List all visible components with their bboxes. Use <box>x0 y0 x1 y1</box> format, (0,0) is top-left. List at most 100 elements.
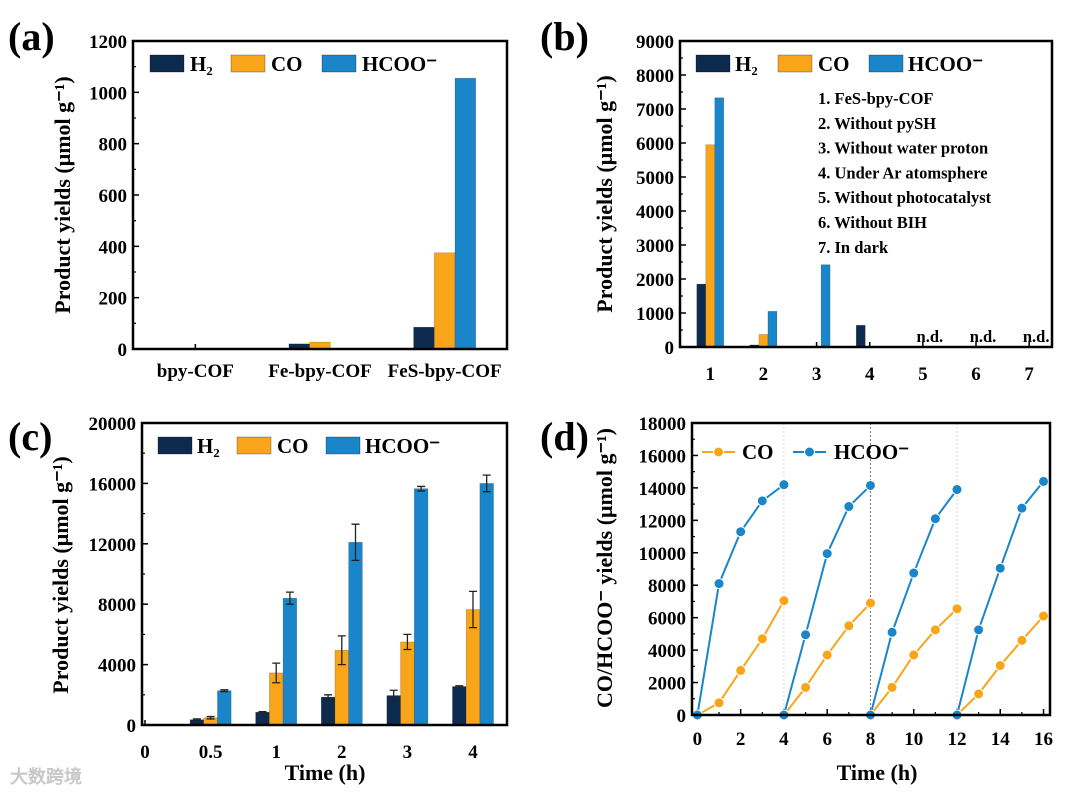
y-tick-label: 16000 <box>89 474 137 495</box>
bar-hcoo-2 <box>348 541 363 726</box>
point-hcoo <box>756 495 768 507</box>
x-tick-label: 4 <box>779 729 789 750</box>
y-tick-label: 12000 <box>639 511 687 532</box>
y-tick-label: 8000 <box>98 595 136 616</box>
bar-hcoo-3 <box>820 264 831 348</box>
x-tick-label: 12 <box>947 729 966 750</box>
x-tick-label: 1 <box>271 742 281 763</box>
y-tick-label: 1000 <box>89 83 127 104</box>
x-tick-label: 8 <box>866 729 876 750</box>
plot-frame <box>140 421 509 727</box>
point-hcoo <box>951 484 963 496</box>
error-bar <box>324 694 333 700</box>
y-tick-label: 6000 <box>648 609 686 630</box>
condition-note: 5. Without photocatalyst <box>818 188 992 207</box>
point-co <box>864 597 876 609</box>
y-tick-label: 0 <box>677 706 687 727</box>
plot-frame <box>690 421 1052 717</box>
bar-h2-2 <box>320 696 336 726</box>
point-co <box>800 681 812 693</box>
legend-label-hcoo: HCOO⁻ <box>834 440 909 464</box>
legend-label-co: CO <box>818 52 850 76</box>
error-bar <box>389 689 398 702</box>
x-tick-label: 3 <box>812 364 822 385</box>
bar-hcoo-FeS-bpy-COF <box>454 77 477 350</box>
y-tick-label: 8000 <box>636 66 674 87</box>
error-bar <box>192 718 201 722</box>
error-bar <box>258 711 267 714</box>
y-tick-label: 9000 <box>636 32 674 53</box>
condition-note: 7. In dark <box>818 238 889 257</box>
point-hcoo <box>1038 475 1050 487</box>
point-co <box>778 595 790 607</box>
x-tick-label: 2 <box>337 742 347 763</box>
condition-note: 1. FeS-bpy-COF <box>818 89 934 108</box>
x-tick-label: 16 <box>1034 729 1053 750</box>
legend-label-co: CO <box>271 52 303 76</box>
error-bar <box>351 523 360 562</box>
y-axis-title: Product yields (μmol g⁻¹) <box>592 75 617 312</box>
not-detected-label: n.d. <box>1023 327 1050 346</box>
y-axis-title: Product yields (μmol g⁻¹) <box>50 76 75 313</box>
legend-swatch-co <box>777 54 813 73</box>
point-hcoo <box>778 479 790 491</box>
condition-note: 6. Without BIH <box>818 213 927 232</box>
y-tick-label: 5000 <box>636 168 674 189</box>
bar-h2-1 <box>255 711 270 726</box>
legend-label-co: CO <box>277 434 309 458</box>
legend-label-hcoo: HCOO⁻ <box>908 52 983 76</box>
bar-hcoo-2 <box>767 310 778 348</box>
error-bar <box>220 689 229 693</box>
x-tick-label: 4 <box>865 364 875 385</box>
y-tick-label: 800 <box>99 135 128 156</box>
point-hcoo <box>800 629 812 641</box>
y-tick-label: 0 <box>127 716 137 737</box>
panel-label: (c) <box>8 414 52 459</box>
y-axis-title: CO/HCOO⁻ yields (μmol g⁻¹) <box>592 428 617 708</box>
point-co <box>821 649 833 661</box>
x-tick-label: 5 <box>918 364 928 385</box>
legend-label-hcoo: HCOO⁻ <box>362 52 437 76</box>
y-tick-label: 1200 <box>89 32 127 53</box>
y-tick-label: 10000 <box>639 544 687 565</box>
condition-note: 2. Without pySH <box>818 114 936 133</box>
x-tick-label: 4 <box>468 742 478 763</box>
bar-co-3 <box>400 641 415 726</box>
condition-note: 4. Under Ar atomsphere <box>818 163 988 182</box>
error-bar <box>469 590 477 629</box>
x-tick-label: 1 <box>706 364 716 385</box>
legend-swatch-co <box>236 436 272 455</box>
x-axis-title: Time (h) <box>285 760 366 785</box>
not-detected-label: n.d. <box>917 327 944 346</box>
y-tick-label: 4000 <box>98 656 136 677</box>
panel-d: (d) 0 2000 4000 6000 8000 10000 12000 14000 16000… <box>540 414 1053 785</box>
y-axis-title: Product yields (μmol g⁻¹) <box>48 456 73 693</box>
legend-label-hcoo: HCOO⁻ <box>365 434 440 458</box>
x-tick-label: 10 <box>904 729 923 750</box>
x-tick-label: 0.5 <box>199 742 223 763</box>
panel-a: (a) 0 200 400 600 800 1000 1200 Product yields (… <box>8 14 509 382</box>
legend-swatch-hcoo <box>321 54 357 73</box>
error-bar <box>337 635 346 666</box>
y-tick-label: 18000 <box>639 414 687 435</box>
x-tick-label: 3 <box>403 742 413 763</box>
bar-hcoo-1 <box>714 97 725 348</box>
point-co <box>994 660 1006 672</box>
bar-h2-4 <box>855 324 866 348</box>
legend-label-h2: H₂ <box>197 434 220 458</box>
legend-swatch-hcoo <box>868 54 904 73</box>
y-tick-label: 6000 <box>636 134 674 155</box>
point-co <box>756 633 768 645</box>
y-tick-label: 16000 <box>639 446 687 467</box>
point-hcoo <box>994 562 1006 574</box>
line-hcoo <box>869 488 958 716</box>
legend-label-h2: H₂ <box>735 52 758 76</box>
point-co <box>886 681 898 693</box>
legend-swatch-co <box>230 54 266 73</box>
bar-hcoo-3 <box>413 488 429 726</box>
y-tick-label: 2000 <box>636 270 674 291</box>
x-tick-label: 14 <box>991 729 1011 750</box>
y-tick-label: 3000 <box>636 236 674 257</box>
error-bar <box>206 715 215 720</box>
x-axis-title: Time (h) <box>837 760 918 785</box>
